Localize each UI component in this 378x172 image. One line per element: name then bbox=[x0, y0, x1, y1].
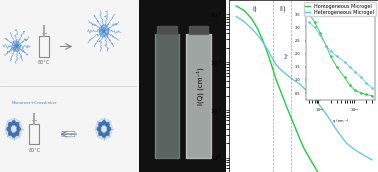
Text: iii): iii) bbox=[322, 6, 331, 12]
Heterogeneous Microgel bbox=[242, 21, 246, 23]
Circle shape bbox=[9, 123, 12, 127]
Homogeneous Microgel bbox=[310, 161, 314, 163]
Homogeneous Microgel bbox=[264, 49, 269, 51]
Circle shape bbox=[106, 131, 109, 135]
Text: 80°C: 80°C bbox=[38, 60, 50, 65]
Circle shape bbox=[5, 119, 22, 139]
Heterogeneous Microgel bbox=[363, 155, 367, 157]
Homogeneous Microgel bbox=[260, 38, 265, 40]
Heterogeneous Microgel bbox=[278, 68, 283, 71]
Heterogeneous Microgel bbox=[324, 114, 329, 116]
Circle shape bbox=[12, 41, 20, 52]
Y-axis label: I(Q) (cm⁻¹): I(Q) (cm⁻¹) bbox=[197, 67, 204, 105]
Heterogeneous Microgel bbox=[334, 128, 338, 130]
Circle shape bbox=[15, 131, 19, 135]
Heterogeneous Microgel bbox=[352, 148, 356, 150]
Heterogeneous Microgel bbox=[297, 83, 302, 85]
Circle shape bbox=[12, 121, 15, 125]
Text: Monomer+Crosslinker: Monomer+Crosslinker bbox=[11, 101, 57, 105]
Heterogeneous Microgel bbox=[291, 79, 296, 81]
Circle shape bbox=[12, 133, 15, 137]
Homogeneous Microgel bbox=[255, 28, 260, 30]
Text: Pump: Pump bbox=[62, 132, 74, 136]
Text: 80°C: 80°C bbox=[28, 148, 40, 153]
Circle shape bbox=[102, 121, 105, 125]
Circle shape bbox=[15, 123, 19, 127]
Heterogeneous Microgel bbox=[284, 73, 288, 76]
Bar bbox=[186, 34, 211, 158]
Circle shape bbox=[106, 123, 109, 127]
Homogeneous Microgel bbox=[268, 59, 272, 61]
Bar bbox=[29, 124, 39, 144]
Text: ii): ii) bbox=[279, 6, 286, 12]
Homogeneous Microgel bbox=[242, 9, 246, 12]
Circle shape bbox=[99, 25, 109, 37]
Homogeneous Microgel bbox=[291, 123, 296, 125]
Heterogeneous Microgel bbox=[302, 88, 307, 90]
Heterogeneous Microgel bbox=[268, 53, 272, 55]
Heterogeneous Microgel bbox=[234, 15, 239, 18]
Heterogeneous Microgel bbox=[344, 142, 349, 144]
Heterogeneous Microgel bbox=[264, 47, 269, 49]
Heterogeneous Microgel bbox=[271, 58, 275, 60]
Circle shape bbox=[107, 127, 110, 131]
Bar bbox=[189, 26, 208, 34]
Bar bbox=[39, 36, 48, 57]
Line: Heterogeneous Microgel: Heterogeneous Microgel bbox=[236, 17, 372, 160]
Heterogeneous Microgel bbox=[316, 102, 320, 104]
Text: i): i) bbox=[253, 6, 257, 12]
Heterogeneous Microgel bbox=[273, 63, 278, 65]
Heterogeneous Microgel bbox=[370, 159, 374, 161]
Heterogeneous Microgel bbox=[255, 34, 260, 36]
Circle shape bbox=[98, 127, 101, 131]
Circle shape bbox=[9, 131, 12, 135]
Homogeneous Microgel bbox=[297, 138, 302, 140]
Homogeneous Microgel bbox=[316, 171, 320, 172]
Heterogeneous Microgel bbox=[260, 40, 265, 42]
Circle shape bbox=[96, 119, 112, 139]
Homogeneous Microgel bbox=[234, 5, 239, 7]
Circle shape bbox=[99, 131, 102, 135]
Homogeneous Microgel bbox=[271, 68, 275, 71]
Homogeneous Microgel bbox=[249, 18, 254, 20]
Circle shape bbox=[17, 127, 20, 131]
Heterogeneous Microgel bbox=[249, 28, 254, 30]
Heterogeneous Microgel bbox=[310, 94, 314, 96]
Homogeneous Microgel bbox=[284, 105, 288, 107]
Bar bbox=[157, 26, 177, 34]
Homogeneous Microgel bbox=[302, 148, 307, 150]
Line: Homogeneous Microgel: Homogeneous Microgel bbox=[236, 6, 372, 172]
Homogeneous Microgel bbox=[278, 90, 283, 92]
Legend: Homogeneous Microgel, Heterogeneous Microgel: Homogeneous Microgel, Heterogeneous Micr… bbox=[304, 2, 376, 16]
Bar bbox=[155, 34, 179, 158]
Circle shape bbox=[7, 127, 11, 131]
Circle shape bbox=[99, 123, 102, 127]
Circle shape bbox=[102, 133, 105, 137]
Homogeneous Microgel bbox=[273, 78, 278, 80]
